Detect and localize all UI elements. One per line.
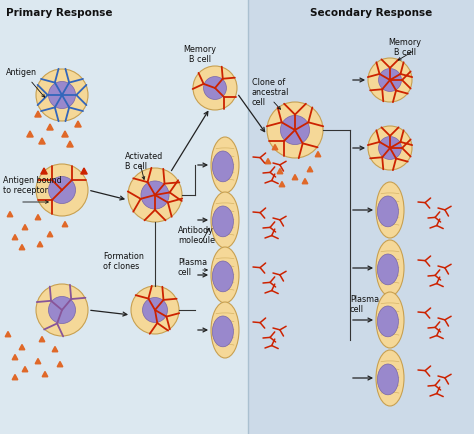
Ellipse shape [211, 137, 239, 193]
Polygon shape [19, 345, 25, 350]
Text: Plasma: Plasma [350, 295, 379, 304]
Polygon shape [75, 121, 81, 127]
Ellipse shape [48, 296, 75, 323]
Ellipse shape [211, 302, 239, 358]
Ellipse shape [211, 192, 239, 248]
Polygon shape [52, 346, 58, 352]
Text: Secondary Response: Secondary Response [310, 8, 432, 18]
Polygon shape [292, 174, 298, 180]
Ellipse shape [48, 177, 75, 204]
Polygon shape [47, 231, 53, 237]
Text: cell: cell [350, 305, 364, 314]
Polygon shape [62, 221, 68, 227]
Polygon shape [35, 358, 41, 364]
Text: molecule: molecule [178, 236, 215, 245]
Polygon shape [39, 138, 45, 144]
Ellipse shape [128, 168, 182, 222]
Text: of clones: of clones [103, 262, 139, 271]
Polygon shape [12, 234, 18, 240]
Text: cell: cell [178, 268, 192, 277]
Ellipse shape [36, 284, 88, 336]
Ellipse shape [203, 76, 227, 99]
Polygon shape [57, 362, 63, 367]
Text: Formation: Formation [103, 252, 144, 261]
Ellipse shape [377, 254, 399, 285]
Polygon shape [277, 168, 283, 174]
Polygon shape [37, 241, 43, 247]
Ellipse shape [379, 69, 401, 92]
Text: Activated: Activated [125, 152, 163, 161]
Polygon shape [35, 111, 41, 117]
Polygon shape [265, 158, 271, 164]
Polygon shape [47, 124, 53, 130]
Ellipse shape [376, 292, 404, 348]
Ellipse shape [379, 137, 401, 159]
Ellipse shape [48, 82, 75, 108]
Text: Antibody: Antibody [178, 226, 214, 235]
Text: Antigen bound: Antigen bound [3, 176, 62, 185]
Ellipse shape [141, 181, 169, 209]
Ellipse shape [376, 182, 404, 238]
Text: Antigen: Antigen [6, 68, 37, 77]
Ellipse shape [36, 69, 88, 121]
Polygon shape [81, 168, 87, 174]
Ellipse shape [368, 58, 412, 102]
Polygon shape [39, 336, 45, 342]
Bar [0, 0, 248, 434]
Polygon shape [5, 332, 11, 337]
Text: B cell: B cell [189, 55, 211, 64]
Polygon shape [67, 141, 73, 147]
Polygon shape [279, 181, 285, 187]
Polygon shape [42, 372, 48, 377]
Polygon shape [315, 151, 321, 157]
Polygon shape [272, 145, 278, 150]
Ellipse shape [281, 115, 310, 145]
Text: B cell: B cell [125, 162, 147, 171]
Ellipse shape [212, 206, 233, 237]
Text: Plasma: Plasma [178, 258, 207, 267]
Ellipse shape [267, 102, 323, 158]
Text: Primary Response: Primary Response [6, 8, 112, 18]
Ellipse shape [193, 66, 237, 110]
Ellipse shape [36, 164, 88, 216]
Polygon shape [7, 211, 13, 217]
Text: B cell: B cell [394, 48, 416, 57]
Polygon shape [41, 168, 47, 174]
Polygon shape [35, 214, 41, 220]
Ellipse shape [131, 286, 179, 334]
Polygon shape [62, 131, 68, 137]
Text: cell: cell [252, 98, 266, 107]
Ellipse shape [143, 298, 167, 322]
Polygon shape [19, 244, 25, 250]
Polygon shape [22, 224, 28, 230]
Polygon shape [307, 167, 313, 172]
Ellipse shape [368, 126, 412, 170]
Ellipse shape [376, 350, 404, 406]
Text: to receptor: to receptor [3, 186, 48, 195]
Polygon shape [12, 355, 18, 360]
Text: Memory: Memory [183, 45, 217, 54]
Ellipse shape [377, 306, 399, 337]
Ellipse shape [377, 196, 399, 227]
Text: ancestral: ancestral [252, 88, 289, 97]
Bar [248, 0, 474, 434]
Ellipse shape [212, 261, 233, 292]
Ellipse shape [377, 364, 399, 395]
Polygon shape [27, 131, 33, 137]
Polygon shape [22, 366, 28, 372]
Ellipse shape [211, 247, 239, 303]
Polygon shape [302, 178, 308, 184]
Text: Memory: Memory [389, 38, 421, 47]
Ellipse shape [212, 151, 233, 182]
Text: Clone of: Clone of [252, 78, 285, 87]
Ellipse shape [212, 316, 233, 347]
Ellipse shape [376, 240, 404, 296]
Polygon shape [12, 375, 18, 380]
